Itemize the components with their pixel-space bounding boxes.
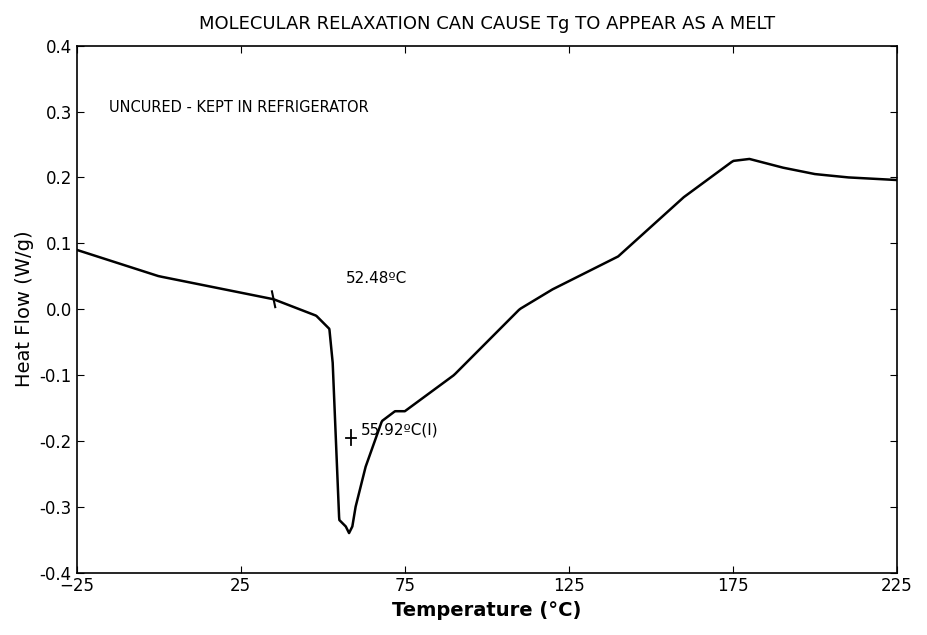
Y-axis label: Heat Flow (W/g): Heat Flow (W/g) (15, 231, 34, 387)
Text: 55.92ºC(I): 55.92ºC(I) (361, 422, 438, 438)
Text: UNCURED - KEPT IN REFRIGERATOR: UNCURED - KEPT IN REFRIGERATOR (109, 100, 369, 114)
Title: MOLECULAR RELAXATION CAN CAUSE Tg TO APPEAR AS A MELT: MOLECULAR RELAXATION CAN CAUSE Tg TO APP… (198, 15, 774, 33)
X-axis label: Temperature (°C): Temperature (°C) (392, 601, 581, 620)
Text: 52.48ºC: 52.48ºC (346, 271, 407, 286)
